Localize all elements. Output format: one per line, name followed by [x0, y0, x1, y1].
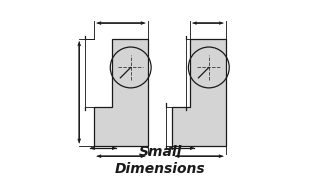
Polygon shape: [94, 39, 148, 146]
Text: Small
Dimensions: Small Dimensions: [115, 145, 205, 176]
Polygon shape: [172, 39, 226, 146]
